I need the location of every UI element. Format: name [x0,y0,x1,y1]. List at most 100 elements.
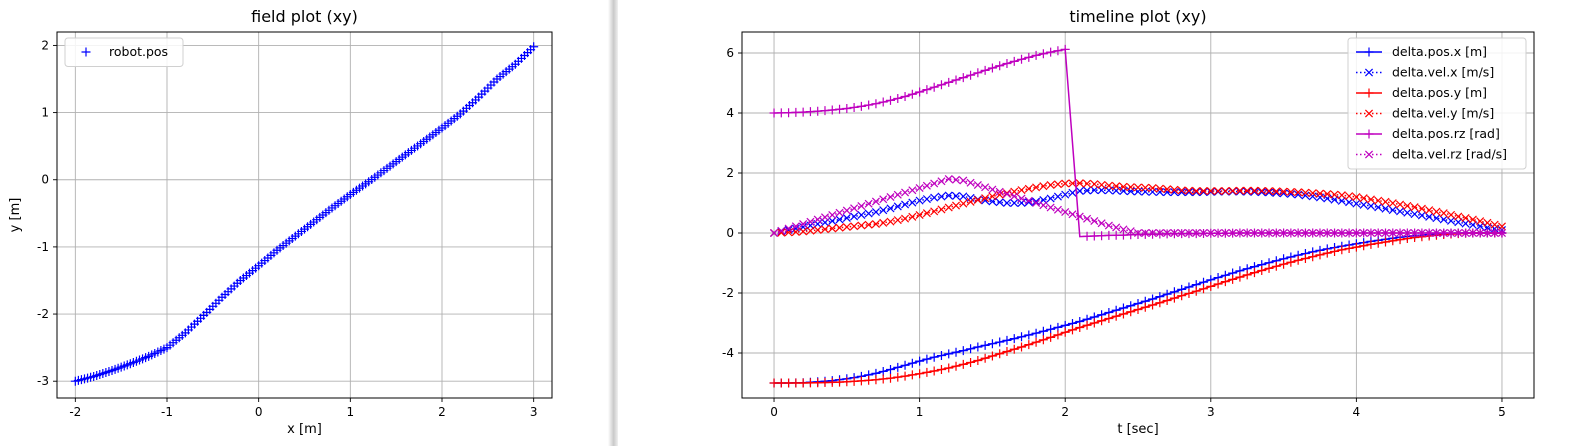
data-point [973,342,983,352]
data-point [1286,257,1296,267]
data-point [1140,302,1150,312]
legend-item-delta-pos-rz-rad-marker [1364,129,1374,139]
data-point [930,193,939,202]
legend-item-delta-vel-rz-rad-s-label: delta.vel.rz [rad/s] [1392,147,1507,162]
data-point [1184,186,1193,195]
data-point [1454,218,1463,227]
data-point [1133,183,1143,192]
data-point [857,201,866,211]
data-point [1483,228,1492,238]
data-point [1454,212,1463,221]
x-tick-label: 1 [347,405,355,419]
data-point [842,206,851,215]
data-point [1009,344,1019,354]
data-point [1162,296,1172,305]
y-tick-label: 0 [41,173,49,187]
data-point [966,197,975,206]
data-point [799,227,808,236]
axes-frame [741,31,1535,399]
data-point [886,95,895,105]
data-point [1119,182,1128,191]
data-point [1410,203,1419,212]
data-point [1417,228,1426,238]
legend-item-delta-vel-y-m-s-marker [1364,109,1374,118]
data-point [1272,187,1281,196]
y-axis-label: y [m] [8,198,23,233]
data-point [995,187,1004,196]
data-point [1039,182,1048,191]
x-tick-label: -1 [161,405,173,419]
data-point [944,77,954,87]
data-point [1148,228,1157,238]
data-point [1337,245,1347,255]
data-point [1359,241,1369,251]
chart-title: timeline plot (xy) [1069,7,1206,26]
data-point [1461,228,1470,238]
data-point [1082,320,1092,330]
data-point [1192,228,1201,238]
data-point [1235,186,1244,195]
data-point [1112,182,1121,191]
data-point [1425,228,1434,238]
data-point [1439,209,1448,218]
data-point [1425,212,1434,221]
data-point [842,222,851,232]
data-point [1468,228,1477,238]
data-point [1235,228,1244,238]
data-point [1352,228,1361,238]
data-point [1097,219,1106,228]
data-point [1009,334,1019,344]
timeline-plot-panel: timeline plot (xy) 0 1 2 3 4 5 -4 -2 0 2 4 6 t [sec] d… [618,0,1570,446]
data-point [900,360,910,370]
data-point [973,68,983,78]
data-point [1002,59,1012,68]
data-point [1104,314,1114,323]
data-point [966,357,976,367]
data-point [1454,228,1463,238]
data-point [529,42,539,52]
data-point [1214,228,1223,238]
data-point [828,216,837,226]
data-point [1184,188,1193,197]
data-point [878,374,888,384]
data-point [893,93,903,103]
data-point [1126,183,1135,192]
data-point [1345,192,1354,201]
y-tick-label: -1 [37,240,49,254]
data-point [1060,327,1070,337]
data-point [1010,198,1019,208]
data-point [1374,228,1383,238]
data-point [1118,309,1128,319]
data-point [922,209,931,218]
panel-divider[interactable] [608,0,618,446]
x-tick-label: -2 [69,405,81,419]
data-point [1279,228,1288,238]
data-point [907,89,917,99]
data-point [1243,187,1252,196]
data-point [1017,186,1026,195]
data-point [1497,228,1506,238]
data-point [1199,228,1208,238]
data-point [1112,223,1121,232]
data-point [871,207,880,217]
data-point [1425,206,1434,215]
data-point [835,104,845,114]
data-point [1359,228,1368,238]
data-point [908,186,917,195]
data-point [1170,228,1179,238]
data-point [820,213,830,222]
data-point [893,372,903,382]
plot-area [769,44,1507,388]
series-delta-vel-y-m-s-line [773,182,1503,234]
data-point [1432,214,1441,223]
data-point [1228,186,1237,195]
data-point [1403,228,1412,238]
data-point [827,105,837,115]
data-point [936,365,946,374]
data-point [1432,207,1441,216]
data-point [849,102,859,112]
data-point [1366,239,1376,249]
data-point [1024,196,1033,205]
x-tick-label: 2 [438,405,446,419]
legend-item-delta-vel-y-m-s-label: delta.vel.y [m/s] [1392,106,1494,121]
